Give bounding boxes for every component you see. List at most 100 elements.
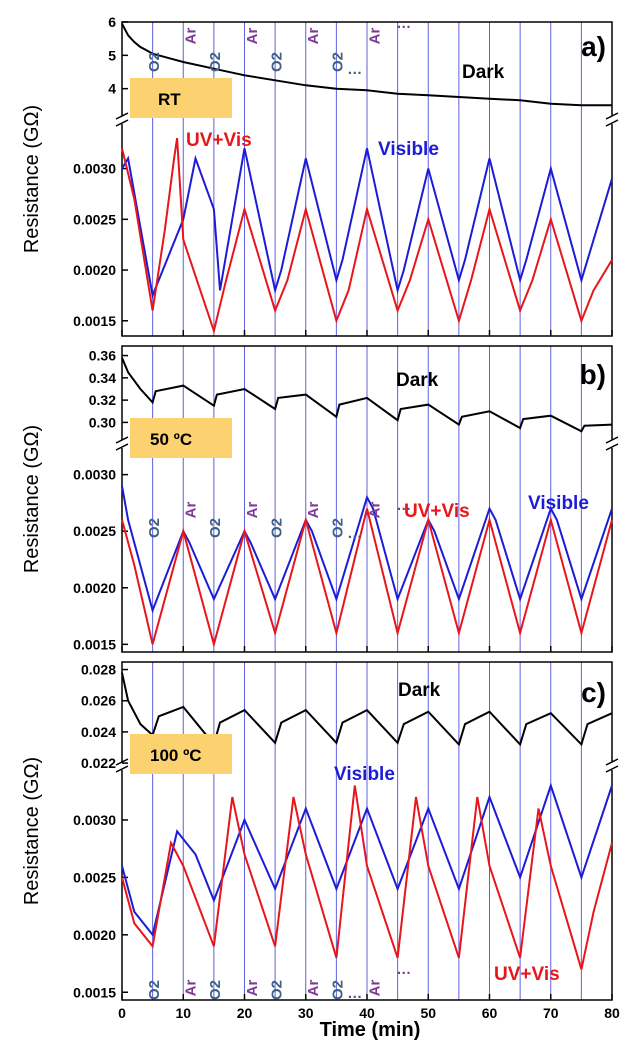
y-tick-label: 0.0025 (73, 211, 116, 227)
axis-break-mark (605, 443, 619, 451)
axis-break-gap (116, 116, 128, 124)
temperature-label: 50 ºC (150, 430, 192, 449)
panel-letter: a) (581, 31, 606, 62)
gas-label: O2 (146, 518, 163, 538)
gas-label: Ar (244, 980, 261, 997)
y-tick-label: 0.024 (81, 724, 116, 740)
axis-break-mark (115, 758, 129, 766)
y-tick-label: 0.0025 (73, 869, 116, 885)
y-tick-label: 0.0015 (73, 984, 116, 1000)
visible-series-line (121, 782, 613, 938)
y-tick-label: 0.0025 (73, 523, 116, 539)
gas-label: Ar (366, 980, 383, 997)
gas-label: O2 (268, 52, 285, 72)
uvvis-series-label: UV+Vis (494, 964, 560, 985)
temperature-box (130, 418, 232, 458)
axis-break-gap (116, 440, 128, 448)
visible-series-line (121, 485, 613, 614)
axis-break-mark (115, 443, 129, 451)
temperature-label: RT (158, 90, 181, 109)
gas-label: … (396, 961, 411, 978)
gas-label: Ar (244, 28, 261, 45)
y-tick-label: 0.0020 (73, 580, 116, 596)
gas-label: O2 (146, 52, 163, 72)
gas-label: Ar (305, 980, 322, 997)
y-tick-label: 0.0015 (73, 636, 116, 652)
dark-series-label: Dark (462, 62, 505, 83)
uvvis-series-line (121, 785, 613, 970)
gas-label: … (347, 61, 362, 78)
gas-label: O2 (207, 52, 224, 72)
visible-series-label: Visible (334, 764, 395, 785)
x-tick-label: 80 (604, 1005, 620, 1021)
x-tick-label: 30 (298, 1005, 314, 1021)
panels-layer: 6 5 4 0.0030 0.0025 0.0020 0.0015 RT a) Dark UV+Vi… (21, 14, 620, 1021)
y-tick-label: 0.0020 (73, 262, 116, 278)
y-tick-label: 5 (108, 47, 116, 63)
uvvis-series-line (121, 137, 613, 335)
uvvis-series-line (121, 508, 613, 649)
axis-break-gap (606, 116, 618, 124)
x-axis-title: Time (min) (320, 1019, 421, 1041)
axis-break-mark (605, 119, 619, 127)
axis-break-gap (606, 440, 618, 448)
dark-series-line (121, 23, 612, 107)
axis-break-gap (116, 762, 128, 770)
panel-1: 6 5 4 0.0030 0.0025 0.0020 0.0015 RT a) Dark UV+Vi… (21, 14, 619, 337)
y-tick-label: 0.0015 (73, 313, 116, 329)
uvvis-series-label: UV+Vis (404, 501, 470, 522)
panel-3: 0.028 0.026 0.024 0.022 0.0030 0.0025 0.0020 0.… (21, 661, 619, 1002)
y-axis-title: Resistance (GΩ) (21, 425, 43, 573)
y-tick-label: 0.026 (81, 693, 116, 709)
gas-label: O2 (268, 518, 285, 538)
temperature-box (130, 734, 232, 774)
gas-label: Ar (305, 502, 322, 519)
visible-series-label: Visible (528, 493, 589, 514)
axis-break-mark (115, 765, 129, 773)
visible-series-line (121, 148, 613, 299)
gas-label: … (347, 525, 362, 542)
gas-label: O2 (146, 980, 163, 1000)
gas-label: Ar (305, 28, 322, 45)
axis-break-mark (115, 112, 129, 120)
dark-series-line (121, 357, 613, 433)
temperature-box (130, 78, 232, 118)
axis-break-mark (605, 112, 619, 120)
y-tick-label: 4 (108, 81, 116, 97)
y-axis-title: Resistance (GΩ) (21, 757, 43, 905)
gas-label: O2 (268, 980, 285, 1000)
y-axis-title: Resistance (GΩ) (21, 105, 43, 253)
y-tick-label: 0.022 (81, 755, 116, 771)
axis-break-gap (606, 762, 618, 770)
dark-series-line (121, 672, 613, 747)
y-tick-label: 0.36 (89, 348, 116, 364)
visible-series-label: Visible (378, 139, 439, 160)
gas-label: O2 (207, 980, 224, 1000)
axis-break-mark (605, 436, 619, 444)
gas-label: Ar (183, 980, 200, 997)
gas-label: O2 (330, 518, 347, 538)
y-tick-label: 6 (108, 14, 116, 30)
gas-label: Ar (366, 502, 383, 519)
axis-break-mark (605, 765, 619, 773)
gas-label: Ar (183, 502, 200, 519)
x-tick-label: 60 (482, 1005, 498, 1021)
y-tick-label: 0.028 (81, 662, 116, 678)
panel-letter: c) (581, 677, 606, 708)
dark-series-label: Dark (396, 370, 439, 391)
x-tick-label: 50 (420, 1005, 436, 1021)
gas-label: Ar (366, 28, 383, 45)
x-tick-label: 10 (175, 1005, 191, 1021)
gas-label: Ar (183, 28, 200, 45)
gas-label: … (396, 497, 411, 514)
temperature-label: 100 ºC (150, 746, 202, 765)
axis-break-mark (115, 436, 129, 444)
y-tick-label: 0.30 (89, 414, 116, 430)
panel-letter: b) (580, 359, 606, 390)
gas-label: … (396, 15, 411, 32)
x-tick-label: 0 (118, 1005, 126, 1021)
y-tick-label: 0.34 (89, 370, 116, 386)
gas-label: … (347, 985, 362, 1002)
gas-label: O2 (207, 518, 224, 538)
